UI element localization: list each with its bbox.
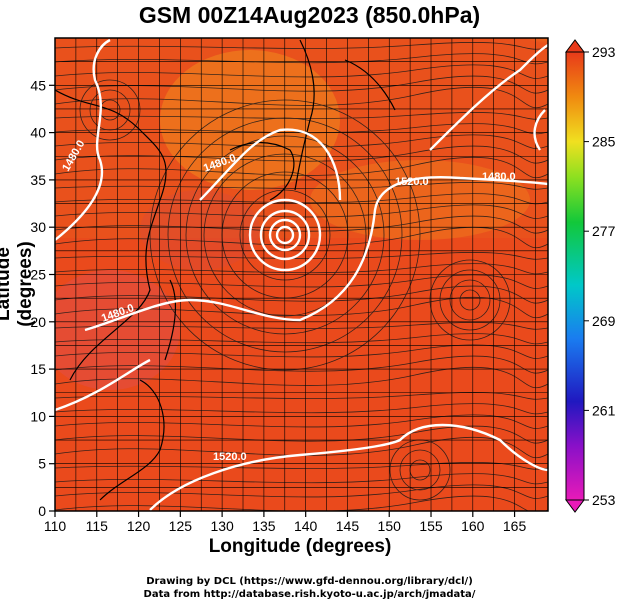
y-tick-label: 15 — [30, 361, 46, 377]
x-tick-label: 155 — [419, 518, 443, 534]
y-tick-label: 25 — [30, 267, 46, 283]
streamline — [55, 344, 548, 359]
y-tick-label: 40 — [30, 125, 46, 141]
x-tick-label: 115 — [86, 518, 109, 534]
streamline — [55, 462, 548, 470]
streamline — [55, 263, 548, 275]
streamline — [439, 269, 501, 331]
streamline — [459, 289, 481, 311]
x-tick-label: 135 — [252, 518, 276, 534]
y-axis-label: Latitude (degrees) — [0, 241, 36, 327]
streamline — [55, 322, 548, 330]
streamline — [55, 53, 548, 65]
x-tick-label: 120 — [127, 518, 151, 534]
x-tick-label: 145 — [336, 518, 360, 534]
streamline — [55, 226, 548, 249]
contour-label: 1480.0 — [482, 171, 516, 183]
y-tick-label: 20 — [30, 314, 46, 330]
y-tick-label: 30 — [30, 219, 46, 235]
streamline — [55, 145, 548, 164]
colorbar-tick-label: 293 — [592, 44, 616, 60]
height-contours — [55, 38, 548, 511]
colorbar-tick-label: 269 — [592, 313, 616, 329]
credit-data: Data from http://database.rish.kyoto-u.a… — [143, 589, 476, 600]
x-tick-label: 110 — [44, 518, 67, 534]
y-tick-label: 45 — [30, 77, 46, 93]
y-tick-label: 10 — [30, 408, 46, 424]
map-title: GSM 00Z14Aug2023 (850.0hPa) — [138, 2, 481, 28]
streamline — [55, 112, 548, 120]
colorbar-tick-label: 285 — [592, 134, 616, 150]
credit-drawing: Drawing by DCL (https://www.gfd-dennou.o… — [146, 576, 473, 587]
streamline — [55, 156, 548, 179]
contour-label: 1520.0 — [395, 176, 429, 188]
streamline — [399, 449, 441, 491]
streamline — [55, 86, 548, 109]
x-axis-ticks: 110 115 120 125 130 135 140 145 150 155 160 165 — [44, 511, 527, 534]
streamline — [55, 392, 548, 400]
streamline — [55, 64, 548, 79]
streamline — [449, 279, 491, 321]
streamline — [55, 75, 548, 94]
x-tick-label: 165 — [503, 518, 527, 534]
y-tick-label: 0 — [38, 503, 46, 519]
streamline — [55, 134, 548, 149]
streamline — [55, 285, 548, 304]
contour-label: 1520.0 — [213, 451, 247, 463]
streamline — [55, 204, 548, 219]
streamline — [55, 473, 548, 485]
streamline — [55, 252, 548, 260]
y-axis-ticks: 0 5 10 15 20 25 30 35 40 45 — [30, 77, 55, 519]
streamline — [55, 215, 548, 234]
streamline — [89, 89, 131, 131]
temperature-field: 1480.0 1480.0 1520.0 1520.0 1480.0 1480.… — [55, 38, 548, 511]
x-axis-label: Longitude (degrees) — [208, 536, 392, 557]
streamline — [55, 123, 548, 135]
colorbar-tick-label: 253 — [592, 492, 616, 508]
x-tick-label: 125 — [169, 518, 193, 534]
streamlines — [55, 42, 548, 511]
streamline — [55, 274, 548, 289]
streamline — [55, 436, 548, 459]
colorbar-top-arrow — [565, 39, 585, 53]
streamline — [55, 425, 548, 444]
streamline — [55, 414, 548, 429]
y-tick-label: 35 — [30, 172, 46, 188]
x-tick-label: 130 — [210, 518, 234, 534]
colorbar-bottom-arrow — [565, 499, 585, 513]
lat-lon-grid — [55, 38, 548, 511]
colorbar: 293 285 277 269 261 253 — [565, 39, 616, 513]
streamline — [55, 484, 548, 499]
colorbar-tick-label: 277 — [592, 223, 616, 239]
x-tick-label: 160 — [461, 518, 485, 534]
streamline — [55, 42, 548, 50]
streamline — [429, 259, 511, 341]
streamline — [79, 79, 141, 141]
y-tick-label: 5 — [38, 456, 46, 472]
streamline — [55, 355, 548, 374]
streamline — [55, 366, 548, 389]
x-tick-label: 140 — [294, 518, 318, 534]
streamline — [55, 182, 548, 190]
x-tick-label: 150 — [378, 518, 402, 534]
colorbar-tick-label: 261 — [592, 402, 616, 418]
streamline — [55, 296, 548, 319]
colorbar-scale — [565, 51, 585, 501]
streamline — [55, 333, 548, 345]
streamline — [55, 403, 548, 415]
